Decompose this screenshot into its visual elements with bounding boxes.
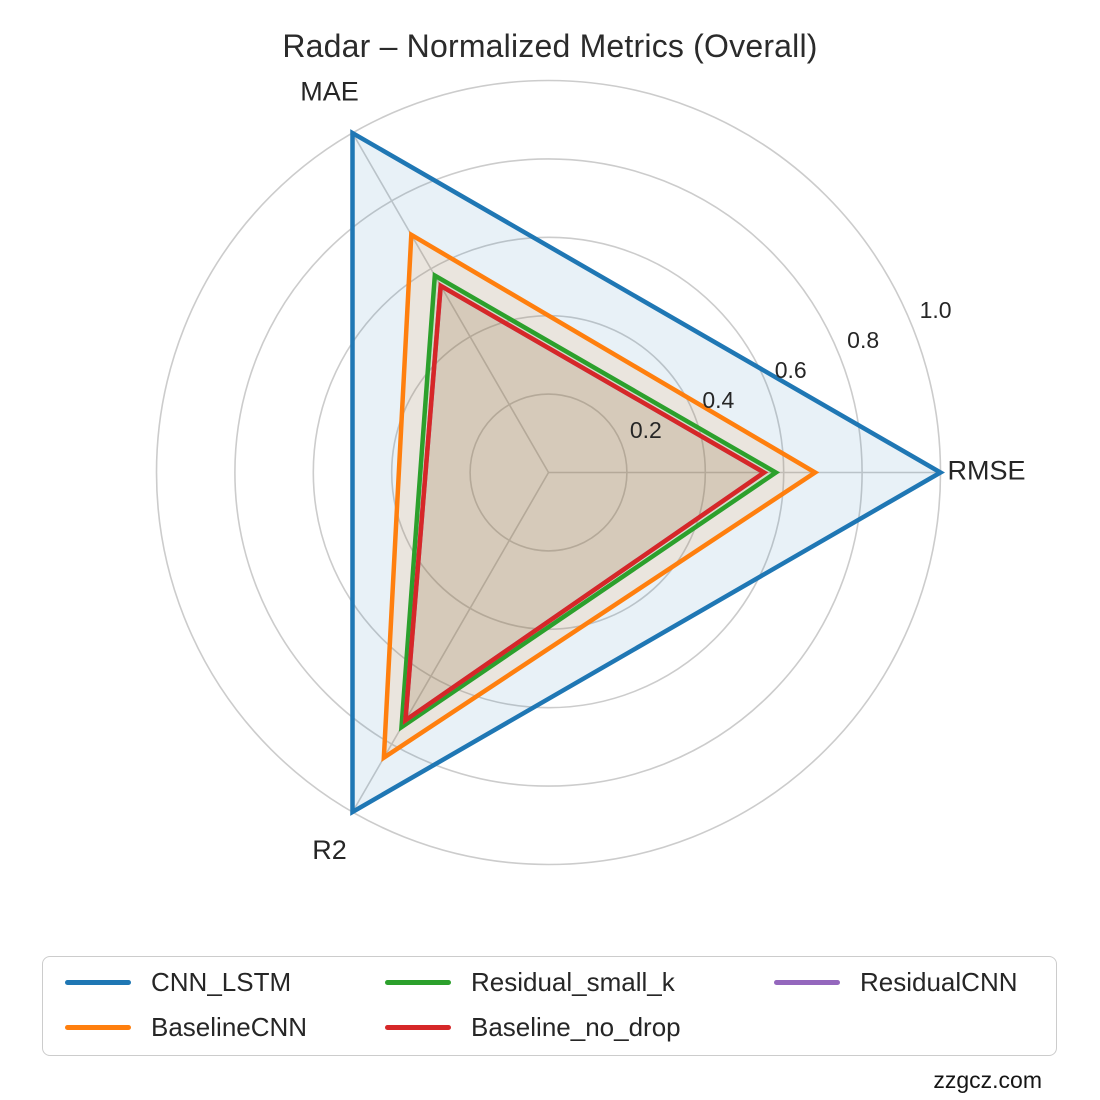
legend-column: Residual_small_k Baseline_no_drop <box>385 960 681 1050</box>
axis-label: MAE <box>300 76 359 106</box>
legend-label: BaselineCNN <box>151 1012 308 1042</box>
legend-line-swatch <box>65 980 131 985</box>
legend-line-swatch <box>385 1025 451 1030</box>
legend-column: ResidualCNN <box>774 960 1018 1005</box>
series-polygon-CNN_LSTM <box>350 129 946 816</box>
legend: CNN_LSTM BaselineCNN Residual_small_k Basel… <box>42 956 1057 1056</box>
radial-tick-label: 0.6 <box>775 357 807 383</box>
watermark: zzgcz.com <box>933 1067 1042 1093</box>
legend-column: CNN_LSTM BaselineCNN <box>65 960 307 1050</box>
radial-tick-label: 0.2 <box>630 417 662 443</box>
legend-line-swatch <box>65 1025 131 1030</box>
radial-tick-label: 0.8 <box>847 327 879 353</box>
legend-label: Baseline_no_drop <box>471 1012 681 1042</box>
axis-spoke <box>351 132 550 473</box>
radial-tick-label: 0.4 <box>702 387 734 413</box>
legend-line-swatch <box>385 980 451 985</box>
legend-label: Residual_small_k <box>471 967 675 997</box>
legend-line-swatch <box>774 980 840 985</box>
legend-label: ResidualCNN <box>860 967 1018 997</box>
legend-label: CNN_LSTM <box>151 967 292 997</box>
chart-title: Radar – Normalized Metrics (Overall) <box>282 28 818 64</box>
legend-item-BaselineCNN: BaselineCNN <box>65 1005 307 1050</box>
legend-item-Residual_small_k: Residual_small_k <box>385 960 681 1005</box>
legend-item-CNN_LSTM: CNN_LSTM <box>65 960 307 1005</box>
axis-label: R2 <box>312 835 347 865</box>
radial-tick-label: 1.0 <box>920 297 952 323</box>
legend-item-ResidualCNN: ResidualCNN <box>774 960 1018 1005</box>
series-polygon-Residual_small_k <box>398 271 781 732</box>
series-polygon-Baseline_no_drop <box>402 282 769 725</box>
legend-item-Baseline_no_drop: Baseline_no_drop <box>385 1005 681 1050</box>
axis-label: RMSE <box>947 456 1025 486</box>
series-polygon-BaselineCNN <box>381 231 820 763</box>
